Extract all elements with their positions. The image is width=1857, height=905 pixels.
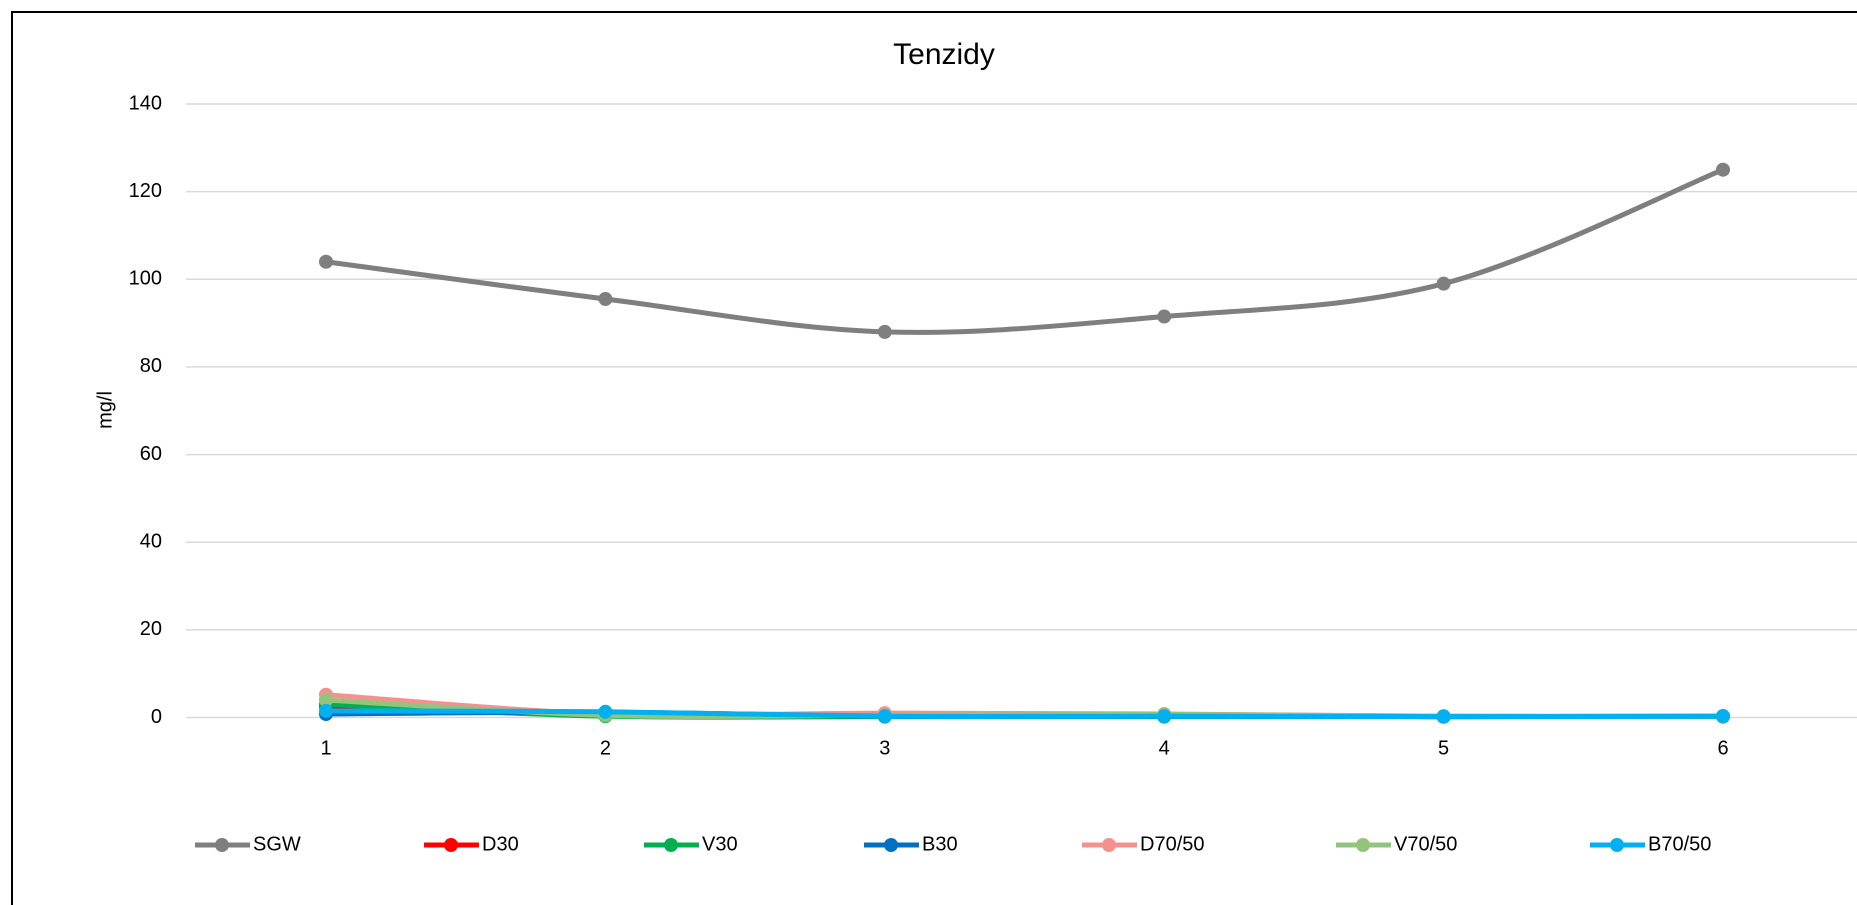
legend-marker <box>1610 838 1624 852</box>
legend-label: SGW <box>253 833 301 855</box>
legend-marker <box>444 838 458 852</box>
data-point <box>1157 309 1172 324</box>
legend-item: D70/50 <box>1082 833 1205 855</box>
legend-label: D30 <box>482 833 519 855</box>
legend-item: B30 <box>864 833 958 855</box>
y-tick-label: 120 <box>129 180 162 202</box>
x-tick-label: 6 <box>1717 737 1728 759</box>
legend-item: V30 <box>644 833 738 855</box>
y-tick-label: 140 <box>129 92 162 114</box>
y-tick-label: 40 <box>140 530 162 552</box>
data-point <box>319 254 333 269</box>
legend-marker <box>1102 838 1116 852</box>
legend-marker <box>215 838 229 852</box>
y-tick-label: 60 <box>140 443 162 465</box>
legend-label: B70/50 <box>1648 833 1711 855</box>
legend-item: D30 <box>424 833 519 855</box>
chart-frame <box>11 11 1857 905</box>
y-tick-label: 0 <box>151 706 162 728</box>
series-line <box>323 167 1726 335</box>
data-point <box>319 703 333 718</box>
legend-label: V30 <box>702 833 738 855</box>
x-tick-label: 1 <box>320 737 331 759</box>
data-point <box>1716 709 1730 724</box>
legend-label: V70/50 <box>1394 833 1457 855</box>
x-tick-label: 4 <box>1159 737 1170 759</box>
x-tick-label: 3 <box>879 737 890 759</box>
chart-title: Tenzidy <box>893 38 995 71</box>
y-axis-label: mg/l <box>94 391 116 429</box>
data-point <box>1436 276 1451 291</box>
data-point <box>877 709 892 724</box>
x-tick-label: 2 <box>600 737 611 759</box>
legend-item: V70/50 <box>1336 833 1457 855</box>
data-point <box>1157 709 1172 724</box>
data-point <box>1436 709 1451 724</box>
legend-marker <box>1356 838 1370 852</box>
y-tick-label: 20 <box>140 618 162 640</box>
y-tick-label: 80 <box>140 355 162 377</box>
data-point <box>598 704 613 719</box>
legend-marker <box>664 838 678 852</box>
data-point <box>598 292 613 307</box>
legend-label: B30 <box>922 833 958 855</box>
legend-label: D70/50 <box>1140 833 1205 855</box>
data-point <box>319 692 333 707</box>
legend-marker <box>884 838 898 852</box>
data-point <box>1716 162 1730 177</box>
x-tick-label: 5 <box>1438 737 1449 759</box>
data-point <box>877 324 892 339</box>
legend-item: SGW <box>195 833 301 855</box>
series-line <box>323 708 1726 720</box>
y-tick-label: 100 <box>129 268 162 290</box>
legend-item: B70/50 <box>1590 833 1711 855</box>
